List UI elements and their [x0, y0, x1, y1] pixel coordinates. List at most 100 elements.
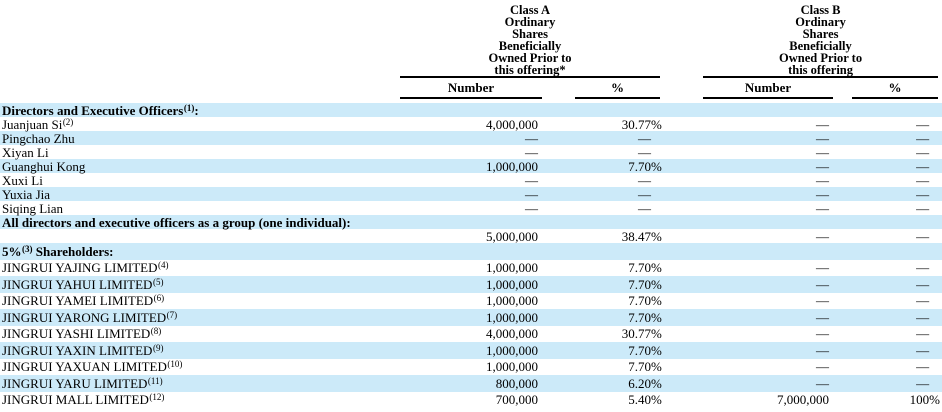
row-label-text: 5%: [2, 243, 22, 259]
cell-value: —: [916, 228, 930, 244]
cell-value: —: [816, 228, 830, 244]
header-group-row: Class A Ordinary Shares Beneficially Owned P…: [0, 0, 942, 78]
spacer-cell: [660, 359, 703, 376]
row-label-text: Yuxia Jia: [2, 186, 51, 202]
cell-class-a-number: 1,000,000: [400, 159, 542, 173]
column-group-title-line: Beneficially: [789, 39, 852, 53]
spacer-cell: [542, 159, 575, 173]
row-label: Yuxia Jia: [0, 187, 400, 201]
spacer-cell: [660, 201, 703, 215]
cell-value: 7.70: [628, 260, 652, 276]
spacer-cell: [938, 309, 942, 326]
table-row: JINGRUI MALL LIMITED(12) 700,000 5.40% 7,00…: [0, 392, 942, 409]
cell-value: 1,000,000: [486, 158, 538, 174]
cell-value: —: [916, 276, 930, 292]
row-label-suffix: :: [194, 102, 199, 118]
cell-class-b-percent: —: [852, 117, 938, 131]
spacer-cell: [542, 173, 575, 187]
cell-value: —: [525, 144, 538, 160]
spacer-cell: [938, 201, 942, 215]
spacer-cell: [833, 229, 852, 243]
cell-class-a-number: 1,000,000: [400, 293, 542, 310]
spacer-cell: [833, 276, 853, 293]
row-label: JINGRUI YASHI LIMITED(8): [0, 326, 400, 343]
row-label-text: Pingchao Zhu: [2, 130, 75, 146]
header-blank-cell: [0, 0, 400, 77]
cell-class-a-number: 800,000: [400, 375, 542, 392]
row-label-text: JINGRUI YAXUAN LIMITED: [2, 359, 167, 375]
cell-value: —: [816, 293, 830, 309]
cell-value: —: [638, 186, 652, 202]
cell-class-a-number: 4,000,000: [400, 117, 542, 131]
cell-class-a-percent: —: [575, 173, 660, 187]
cell-value: —: [916, 172, 930, 188]
spacer-cell: [833, 375, 853, 392]
table-row: Siqing Lian — — — —: [0, 201, 942, 215]
cell-value: —: [916, 342, 930, 358]
cell-value: —: [816, 172, 830, 188]
cell-value: —: [638, 130, 652, 146]
cell-class-b-percent: 100%: [852, 392, 940, 409]
cell-class-b-number: —: [703, 131, 834, 145]
spacer-cell: [660, 309, 704, 326]
column-group-title-line: Shares: [512, 27, 548, 41]
cell-class-a-number: 1,000,000: [400, 359, 542, 376]
table-row: 5,000,000 38.47% — —: [0, 229, 942, 243]
cell-value: 30.77: [621, 116, 652, 132]
spacer-cell: [660, 215, 704, 229]
cell-value: 38.47: [621, 228, 652, 244]
cell-class-b-percent: —: [852, 276, 939, 293]
spacer-cell: [938, 103, 942, 117]
header-sub-row: Number % Number %: [0, 77, 942, 99]
percent-sign: %: [651, 326, 662, 342]
cell-class-b-number: —: [703, 145, 833, 159]
cell-class-a-percent: 30.77%: [575, 326, 662, 343]
cell-class-b-number: —: [703, 276, 834, 293]
row-label-suffix: Shareholders:: [32, 243, 114, 259]
cell-value: —: [816, 359, 830, 375]
spacer-cell: [833, 359, 852, 376]
header-gap-cell: [660, 0, 703, 77]
footnote-ref: (2): [62, 116, 74, 127]
percent-sign: %: [651, 276, 662, 292]
col-header-class-b: Class B Ordinary Shares Beneficially Owned P…: [703, 0, 939, 78]
cell-class-b-percent: [852, 243, 939, 260]
spacer-cell: [938, 187, 942, 201]
cell-value: —: [816, 186, 830, 202]
table-row: Yuxia Jia — — — —: [0, 187, 942, 201]
cell-class-b-number: [703, 243, 834, 260]
cell-value: —: [525, 130, 538, 146]
row-label: Xuxi Li: [0, 173, 400, 187]
cell-class-a-percent: 7.70%: [575, 293, 662, 310]
spacer-cell: [833, 103, 853, 117]
footnote-ref: (5): [152, 276, 164, 287]
row-label: JINGRUI YAXIN LIMITED(9): [0, 342, 400, 359]
spacer-cell: [542, 392, 575, 409]
percent-sign: %: [651, 116, 662, 132]
cell-value: 7,000,000: [777, 392, 830, 408]
cell-class-a-percent: 7.70%: [575, 309, 662, 326]
spacer-cell: [833, 201, 852, 215]
row-label: Xiyan Li: [0, 145, 400, 159]
cell-class-a-percent: 7.70%: [575, 342, 662, 359]
cell-class-b-percent: [852, 103, 939, 117]
cell-class-a-number: —: [400, 187, 542, 201]
row-label: JINGRUI YARU LIMITED(11): [0, 375, 400, 392]
col-header-class-a-title: Class A Ordinary Shares Beneficially Owned P…: [400, 4, 660, 77]
spacer-cell: [660, 293, 703, 310]
column-group-title-line: Owned Prior to: [488, 51, 572, 65]
cell-value: —: [916, 158, 930, 174]
cell-value: 7.70: [628, 276, 652, 292]
spacer-cell: [660, 276, 704, 293]
percent-sign: %: [651, 293, 662, 309]
footnote-ref: (1): [183, 102, 195, 113]
row-label: [0, 229, 400, 243]
cell-value: 4,000,000: [486, 326, 538, 342]
spacer-cell: [833, 243, 853, 260]
column-group-title-line: Shares: [802, 27, 839, 41]
cell-class-b-number: —: [703, 159, 834, 173]
spacer-cell: [938, 229, 942, 243]
table-row: JINGRUI YAMEI LIMITED(6) 1,000,000 7.70% — —: [0, 293, 942, 310]
spacer-cell: [660, 392, 703, 409]
cell-value: 6.20: [628, 375, 652, 391]
